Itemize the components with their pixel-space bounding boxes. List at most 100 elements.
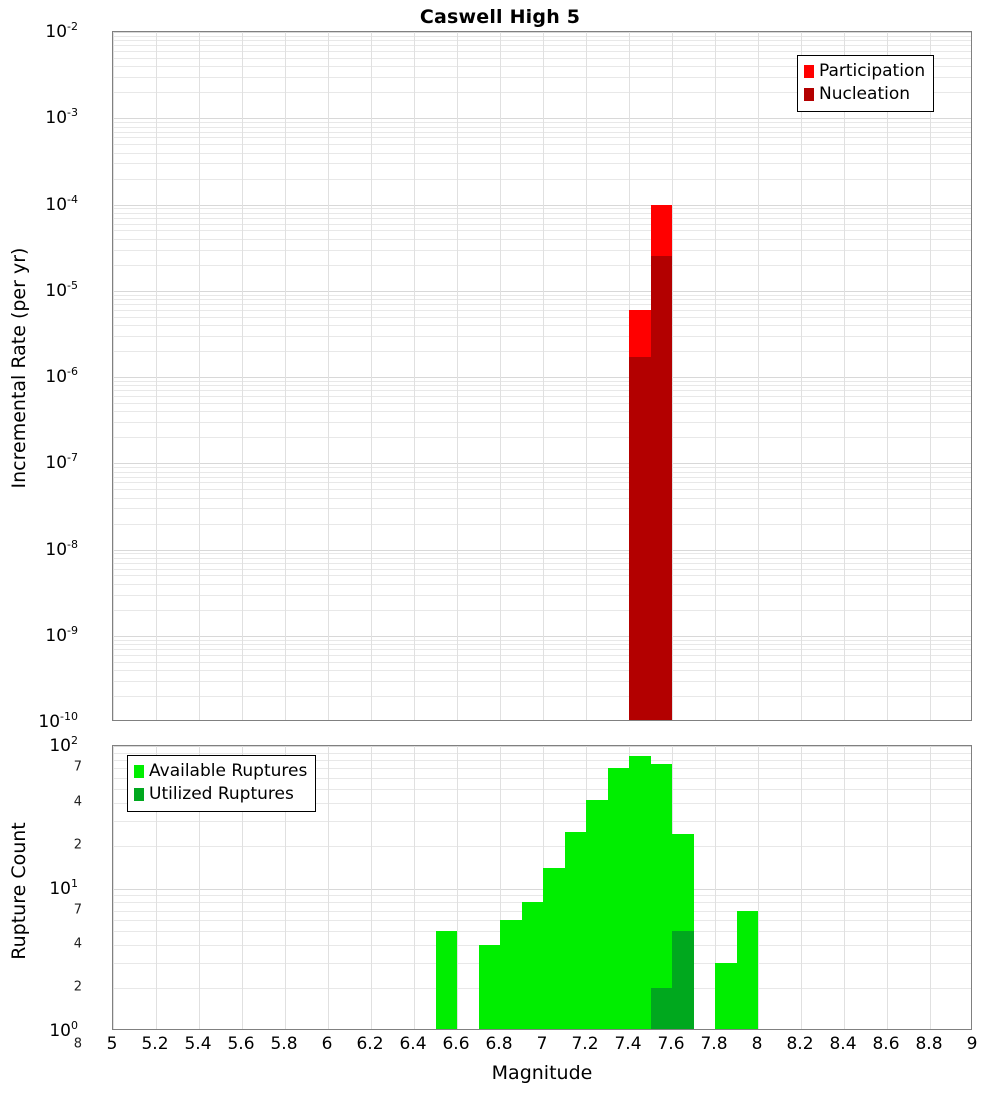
legend-swatch-icon <box>134 788 144 801</box>
available-rupture-bar <box>478 945 500 1029</box>
gridline-vertical <box>199 32 200 720</box>
gridline-vertical <box>500 32 501 720</box>
x-tick-label: 5.6 <box>227 1034 255 1054</box>
available-rupture-bar <box>435 931 457 1029</box>
gridline <box>113 137 971 139</box>
x-tick-label: 7 <box>536 1034 548 1054</box>
gridline <box>113 752 971 754</box>
gridline <box>113 553 971 555</box>
available-rupture-bar <box>629 756 651 1029</box>
gridline <box>113 802 971 804</box>
gridline <box>113 390 971 392</box>
top-plot-area <box>113 32 971 720</box>
gridline <box>113 635 971 637</box>
gridline <box>113 51 971 53</box>
x-tick-label: 9 <box>966 1034 978 1054</box>
gridline <box>113 471 971 473</box>
available-rupture-bar <box>607 768 629 1029</box>
legend-swatch-icon <box>804 65 814 78</box>
gridline <box>113 788 971 790</box>
x-tick-label: 8.2 <box>786 1034 814 1054</box>
gridline <box>113 238 971 240</box>
x-tick-label: 5.4 <box>184 1034 212 1054</box>
y-tick-label: 10-7 <box>45 451 78 474</box>
gridline <box>113 661 971 663</box>
y-tick-label: 10-2 <box>45 20 78 42</box>
gridline <box>113 351 971 353</box>
gridline <box>113 304 971 306</box>
gridline <box>113 32 971 33</box>
available-rupture-bar <box>650 763 672 1029</box>
gridline <box>113 249 971 251</box>
gridline <box>113 888 971 890</box>
y-tick-label: 102 <box>49 734 78 756</box>
y-tick-label: 10-5 <box>45 278 78 301</box>
x-tick-label: 8.4 <box>829 1034 857 1054</box>
gridline-vertical <box>801 32 802 720</box>
gridline-vertical <box>758 746 759 1029</box>
x-tick-label: 7.2 <box>571 1034 599 1054</box>
y-tick-label: 2 <box>73 979 82 995</box>
x-tick-label: 8.6 <box>872 1034 900 1054</box>
gridline <box>113 385 971 387</box>
gridline <box>113 294 971 296</box>
gridline <box>113 583 971 585</box>
available-rupture-bar <box>564 831 586 1029</box>
gridline <box>113 290 971 292</box>
gridline <box>113 126 971 128</box>
gridline-vertical <box>543 32 544 720</box>
top-legend: Participation Nucleation <box>797 55 935 112</box>
top-y-axis-ticks: 10-2 10-3 10-4 10-5 10-6 10-7 10-8 10-9 10-10 <box>0 20 104 732</box>
legend-swatch-icon <box>804 88 814 101</box>
x-tick-label: 7.4 <box>614 1034 642 1054</box>
bottom-y-axis-label: Rupture Count <box>8 822 30 960</box>
gridline <box>113 264 971 266</box>
gridline <box>113 639 971 641</box>
gridline <box>113 562 971 564</box>
gridline <box>113 759 971 761</box>
legend-label: Participation <box>819 61 926 81</box>
gridline-vertical <box>414 746 415 1029</box>
available-rupture-bar <box>586 799 608 1029</box>
gridline <box>113 230 971 232</box>
gridline <box>113 380 971 382</box>
gridline-vertical <box>457 746 458 1029</box>
gridline <box>113 35 971 37</box>
y-tick-label: 8 <box>73 1036 82 1052</box>
gridline <box>113 92 971 94</box>
x-tick-label: 6.6 <box>442 1034 470 1054</box>
gridline <box>113 411 971 413</box>
gridline-vertical <box>500 746 501 1029</box>
gridline <box>113 476 971 478</box>
x-tick-label: 8.8 <box>915 1034 943 1054</box>
gridline <box>113 45 971 47</box>
x-tick-label: 8 <box>751 1034 763 1054</box>
y-tick-label: 7 <box>73 759 82 775</box>
gridline <box>113 437 971 439</box>
gridline-vertical <box>844 32 845 720</box>
gridline <box>113 217 971 219</box>
gridline <box>113 204 971 206</box>
gridline <box>113 497 971 499</box>
gridline-vertical <box>414 32 415 720</box>
gridline <box>113 696 971 698</box>
x-tick-label: 7.8 <box>700 1034 728 1054</box>
gridline <box>113 212 971 214</box>
y-tick-label: 10-10 <box>38 710 78 732</box>
gridline-vertical <box>285 746 286 1029</box>
gridline <box>113 299 971 301</box>
gridline <box>113 208 971 210</box>
gridline <box>113 57 971 59</box>
nucleation-bar <box>629 357 651 720</box>
gridline <box>113 746 971 747</box>
gridline <box>113 557 971 559</box>
gridline <box>113 118 971 120</box>
y-tick-label: 10-3 <box>45 106 78 129</box>
gridline <box>113 845 971 847</box>
bottom-plot-area <box>113 746 971 1029</box>
utilized-rupture-bar <box>672 931 694 1029</box>
x-tick-label: 5.2 <box>141 1034 169 1054</box>
gridline <box>113 377 971 378</box>
available-rupture-bar <box>543 867 565 1029</box>
